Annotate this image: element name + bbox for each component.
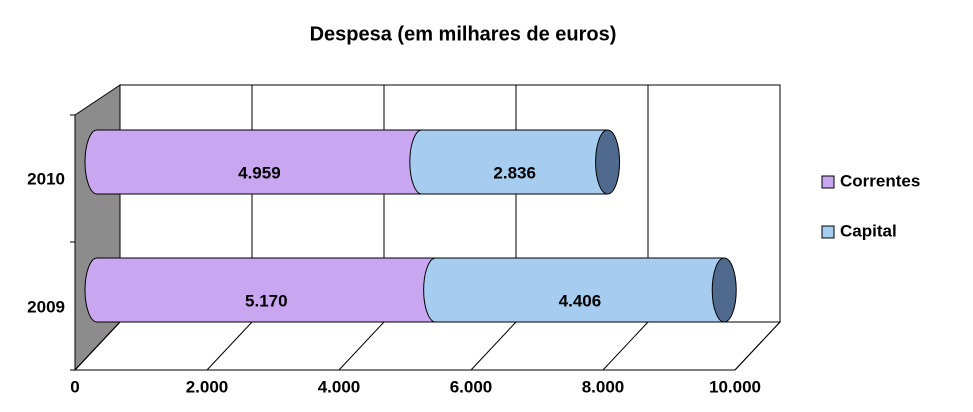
x-tick-label: 4.000 — [318, 377, 361, 396]
x-tick-label: 6.000 — [450, 377, 493, 396]
legend-swatch — [821, 225, 835, 239]
x-tick-label: 8.000 — [582, 377, 625, 396]
value-label: 4.406 — [559, 291, 602, 310]
left-wall — [74, 84, 121, 372]
floor-line — [470, 321, 517, 371]
value-label: 5.170 — [245, 291, 288, 310]
bar-segment — [423, 257, 725, 323]
value-label: 4.959 — [238, 163, 281, 182]
x-tick-label: 2.000 — [186, 377, 229, 396]
floor-line — [338, 321, 385, 371]
bar-segment — [84, 257, 437, 323]
value-label: 2.836 — [493, 163, 536, 182]
y-tick-label: 2010 — [27, 169, 65, 188]
bar-end-cap — [711, 257, 737, 323]
floor-line — [74, 321, 121, 371]
y-tick-label: 2009 — [27, 297, 65, 316]
floor-line — [602, 321, 649, 371]
bar-segment — [409, 129, 609, 195]
x-tick-label: 10.000 — [709, 377, 761, 396]
legend-label: Capital — [840, 221, 897, 240]
floor-line — [206, 321, 253, 371]
chart-title: Despesa (em milhares de euros) — [310, 23, 617, 45]
legend-label: Correntes — [840, 171, 920, 190]
x-tick-label: 0 — [70, 377, 79, 396]
bar-segment — [84, 129, 423, 195]
bar-end-cap — [595, 129, 621, 195]
floor — [73, 321, 782, 371]
legend-swatch — [821, 175, 835, 189]
floor-line — [734, 321, 781, 371]
